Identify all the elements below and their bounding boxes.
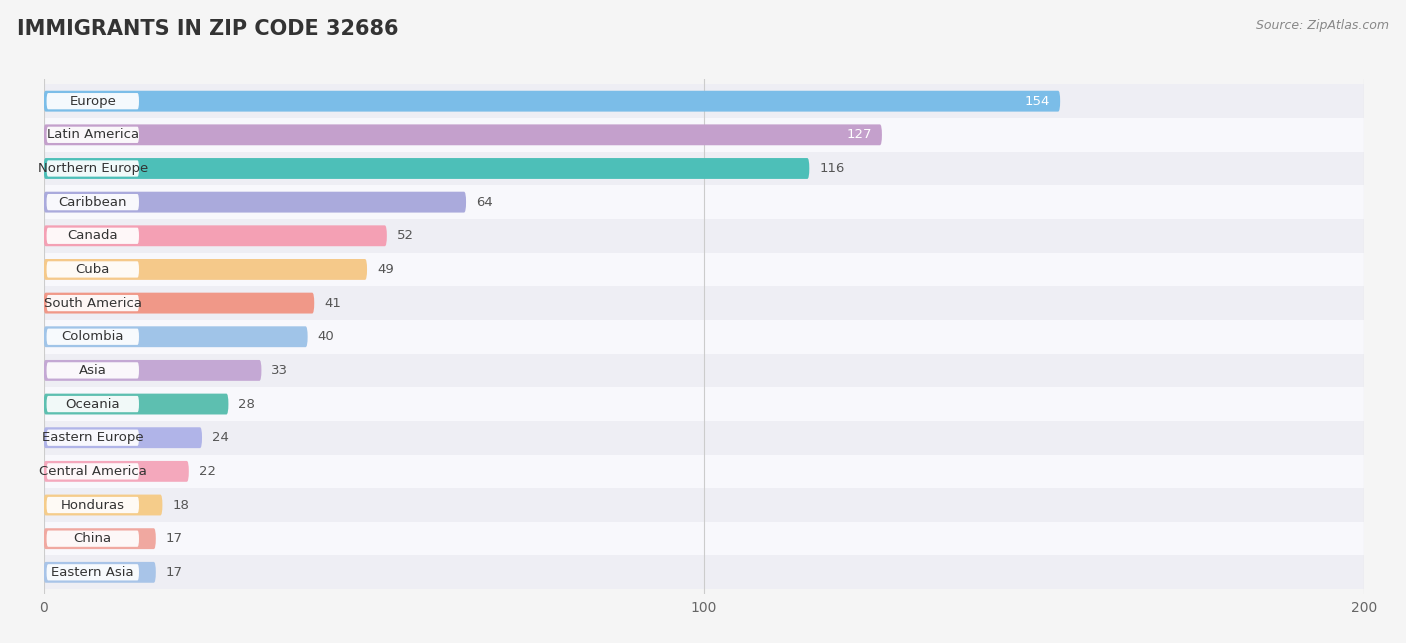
Text: 17: 17 bbox=[166, 566, 183, 579]
Bar bbox=[44, 219, 1364, 253]
Text: 33: 33 bbox=[271, 364, 288, 377]
FancyBboxPatch shape bbox=[46, 228, 139, 244]
Text: IMMIGRANTS IN ZIP CODE 32686: IMMIGRANTS IN ZIP CODE 32686 bbox=[17, 19, 398, 39]
Bar bbox=[44, 387, 1364, 421]
FancyBboxPatch shape bbox=[44, 293, 314, 314]
FancyBboxPatch shape bbox=[46, 463, 139, 480]
Text: Eastern Europe: Eastern Europe bbox=[42, 431, 143, 444]
Text: 41: 41 bbox=[325, 296, 342, 309]
Text: Oceania: Oceania bbox=[66, 397, 120, 410]
Bar bbox=[44, 84, 1364, 118]
FancyBboxPatch shape bbox=[46, 261, 139, 278]
Text: China: China bbox=[73, 532, 112, 545]
Text: 40: 40 bbox=[318, 331, 335, 343]
FancyBboxPatch shape bbox=[44, 192, 465, 213]
Text: Caribbean: Caribbean bbox=[59, 195, 127, 208]
FancyBboxPatch shape bbox=[46, 160, 139, 177]
Bar bbox=[44, 152, 1364, 185]
Text: Latin America: Latin America bbox=[46, 129, 139, 141]
Text: 154: 154 bbox=[1025, 95, 1050, 107]
FancyBboxPatch shape bbox=[44, 91, 1060, 112]
Bar bbox=[44, 556, 1364, 589]
Text: Canada: Canada bbox=[67, 230, 118, 242]
Bar bbox=[44, 253, 1364, 286]
FancyBboxPatch shape bbox=[44, 428, 202, 448]
Bar bbox=[44, 185, 1364, 219]
Text: Colombia: Colombia bbox=[62, 331, 124, 343]
Text: Northern Europe: Northern Europe bbox=[38, 162, 148, 175]
Bar bbox=[44, 354, 1364, 387]
Bar bbox=[44, 488, 1364, 522]
Text: Asia: Asia bbox=[79, 364, 107, 377]
FancyBboxPatch shape bbox=[44, 562, 156, 583]
Text: Central America: Central America bbox=[39, 465, 146, 478]
FancyBboxPatch shape bbox=[46, 329, 139, 345]
FancyBboxPatch shape bbox=[44, 494, 163, 516]
FancyBboxPatch shape bbox=[46, 194, 139, 210]
Text: 24: 24 bbox=[212, 431, 229, 444]
Text: 17: 17 bbox=[166, 532, 183, 545]
FancyBboxPatch shape bbox=[44, 124, 882, 145]
Text: Europe: Europe bbox=[69, 95, 117, 107]
FancyBboxPatch shape bbox=[46, 93, 139, 109]
Text: 28: 28 bbox=[239, 397, 256, 410]
FancyBboxPatch shape bbox=[44, 225, 387, 246]
FancyBboxPatch shape bbox=[44, 394, 228, 415]
FancyBboxPatch shape bbox=[44, 158, 810, 179]
Text: 64: 64 bbox=[477, 195, 492, 208]
Text: 22: 22 bbox=[198, 465, 215, 478]
Text: Honduras: Honduras bbox=[60, 498, 125, 512]
FancyBboxPatch shape bbox=[44, 259, 367, 280]
FancyBboxPatch shape bbox=[46, 396, 139, 412]
FancyBboxPatch shape bbox=[44, 360, 262, 381]
Text: Source: ZipAtlas.com: Source: ZipAtlas.com bbox=[1256, 19, 1389, 32]
Bar bbox=[44, 421, 1364, 455]
Bar bbox=[44, 455, 1364, 488]
FancyBboxPatch shape bbox=[44, 529, 156, 549]
Text: Cuba: Cuba bbox=[76, 263, 110, 276]
Bar bbox=[44, 522, 1364, 556]
Text: 52: 52 bbox=[396, 230, 413, 242]
Text: 18: 18 bbox=[173, 498, 190, 512]
Bar bbox=[44, 286, 1364, 320]
FancyBboxPatch shape bbox=[46, 430, 139, 446]
FancyBboxPatch shape bbox=[46, 530, 139, 547]
Bar bbox=[44, 118, 1364, 152]
FancyBboxPatch shape bbox=[44, 461, 188, 482]
Text: Eastern Asia: Eastern Asia bbox=[52, 566, 134, 579]
FancyBboxPatch shape bbox=[46, 362, 139, 379]
Text: 127: 127 bbox=[846, 129, 872, 141]
FancyBboxPatch shape bbox=[46, 127, 139, 143]
Bar bbox=[44, 320, 1364, 354]
FancyBboxPatch shape bbox=[46, 497, 139, 513]
FancyBboxPatch shape bbox=[44, 326, 308, 347]
Text: South America: South America bbox=[44, 296, 142, 309]
Text: 116: 116 bbox=[820, 162, 845, 175]
FancyBboxPatch shape bbox=[46, 564, 139, 581]
Text: 49: 49 bbox=[377, 263, 394, 276]
FancyBboxPatch shape bbox=[46, 295, 139, 311]
